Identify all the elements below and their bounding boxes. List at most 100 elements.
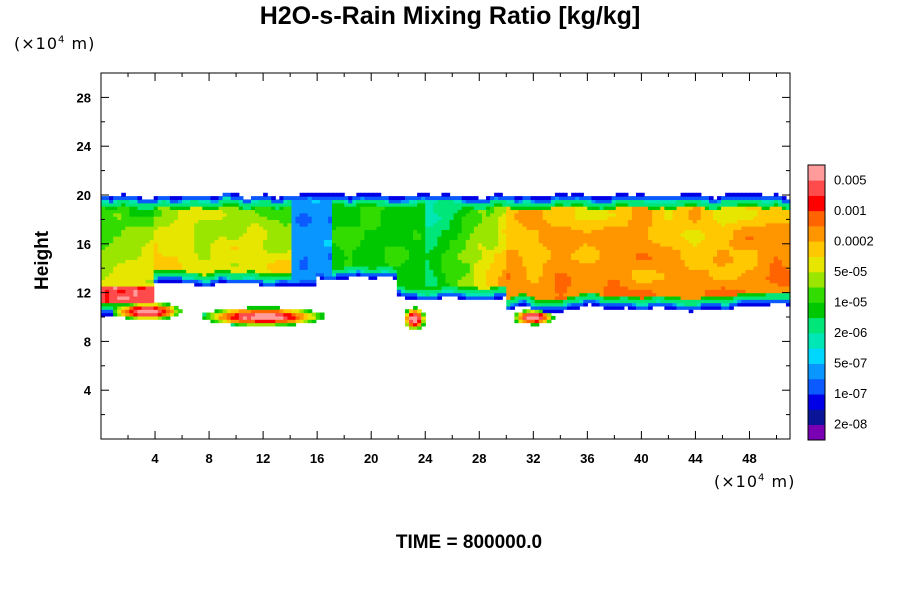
heatmap-cell xyxy=(712,229,718,234)
heatmap-cell xyxy=(664,196,670,201)
heatmap-cell xyxy=(498,249,503,254)
heatmap-cell xyxy=(522,256,528,260)
heatmap-cell xyxy=(481,212,487,217)
heatmap-cell xyxy=(481,265,487,270)
heatmap-cell xyxy=(145,279,151,284)
heatmap-cell xyxy=(668,305,674,310)
heatmap-cell xyxy=(340,262,345,267)
heatmap-cell xyxy=(680,262,686,267)
heatmap-cell xyxy=(684,216,690,220)
heatmap-cell xyxy=(413,295,418,300)
heatmap-cell xyxy=(421,315,426,320)
heatmap-cell xyxy=(364,206,370,211)
heatmap-cell xyxy=(712,272,718,277)
heatmap-cell xyxy=(222,265,228,270)
heatmap-cell xyxy=(161,265,167,270)
heatmap-cell xyxy=(218,236,224,240)
heatmap-cell xyxy=(165,246,171,250)
heatmap-cell xyxy=(477,216,483,220)
heatmap-cell xyxy=(392,249,398,254)
heatmap-cell xyxy=(246,275,252,280)
heatmap-cell xyxy=(141,216,147,220)
heatmap-cell xyxy=(246,269,252,274)
heatmap-cell xyxy=(311,236,317,240)
heatmap-cell xyxy=(510,196,515,201)
heatmap-cell xyxy=(226,279,232,284)
heatmap-cell xyxy=(721,239,726,244)
heatmap-cell xyxy=(433,256,438,260)
heatmap-cell xyxy=(113,246,118,250)
heatmap-cell xyxy=(315,206,321,211)
heatmap-cell xyxy=(186,249,191,254)
heatmap-cell xyxy=(392,206,398,211)
heatmap-cell xyxy=(165,219,171,224)
heatmap-cell xyxy=(161,259,167,264)
heatmap-cell xyxy=(546,232,552,237)
heatmap-cell xyxy=(433,202,438,207)
heatmap-cell xyxy=(279,209,284,214)
heatmap-cell xyxy=(534,312,540,317)
heatmap-cell xyxy=(129,209,135,214)
heatmap-cell xyxy=(105,309,110,314)
heatmap-cell xyxy=(473,262,479,267)
heatmap-cell xyxy=(384,249,390,254)
heatmap-cell xyxy=(558,212,564,217)
heatmap-cell xyxy=(542,272,548,277)
heatmap-cell xyxy=(563,199,568,204)
heatmap-cell xyxy=(226,312,232,317)
heatmap-cell xyxy=(307,229,313,234)
heatmap-cell xyxy=(445,292,451,297)
time-label: TIME = 800000.0 xyxy=(395,532,543,553)
heatmap-cell xyxy=(182,226,187,230)
heatmap-cell xyxy=(453,275,459,280)
heatmap-cell xyxy=(315,219,321,224)
heatmap-cell xyxy=(101,262,106,267)
heatmap-cell xyxy=(356,269,361,274)
heatmap-cell xyxy=(327,272,333,277)
heatmap-cell xyxy=(615,265,621,270)
heatmap-cell xyxy=(352,249,357,254)
heatmap-cell xyxy=(368,206,374,211)
heatmap-cell xyxy=(404,232,410,237)
heatmap-cell xyxy=(364,199,370,204)
heatmap-cell xyxy=(575,295,580,300)
heatmap-cell xyxy=(291,236,297,240)
heatmap-cell xyxy=(372,196,378,201)
heatmap-cell xyxy=(538,249,544,254)
heatmap-cell xyxy=(295,275,301,280)
heatmap-cell xyxy=(311,259,317,264)
heatmap-cell xyxy=(449,259,455,264)
heatmap-cell xyxy=(356,199,361,204)
heatmap-cell xyxy=(303,242,309,247)
heatmap-cell xyxy=(449,202,455,207)
heatmap-cell xyxy=(409,212,414,217)
heatmap-cell xyxy=(563,295,568,300)
heatmap-cell xyxy=(579,196,584,201)
heatmap-cell xyxy=(271,256,276,260)
heatmap-cell xyxy=(226,192,232,197)
heatmap-cell xyxy=(477,285,483,290)
heatmap-cell xyxy=(267,262,272,267)
heatmap-cell xyxy=(429,269,434,274)
heatmap-cell xyxy=(583,265,588,270)
heatmap-cell xyxy=(510,222,515,227)
heatmap-cell xyxy=(348,216,353,220)
heatmap-cell xyxy=(400,285,406,290)
heatmap-cell xyxy=(453,279,459,284)
heatmap-cell xyxy=(291,312,297,317)
heatmap-cell xyxy=(283,229,289,234)
heatmap-cell xyxy=(238,272,244,277)
heatmap-cell xyxy=(567,265,572,270)
heatmap-cell xyxy=(441,289,447,294)
heatmap-cell xyxy=(721,259,726,264)
heatmap-cell xyxy=(259,322,264,327)
heatmap-cell xyxy=(696,206,702,211)
heatmap-cell xyxy=(327,229,333,234)
heatmap-cell xyxy=(538,282,544,287)
heatmap-cell xyxy=(510,295,515,300)
heatmap-cell xyxy=(672,262,678,267)
heatmap-cell xyxy=(113,282,118,287)
heatmap-cell xyxy=(194,236,199,240)
heatmap-cell xyxy=(161,315,167,320)
heatmap-cell xyxy=(311,246,317,250)
